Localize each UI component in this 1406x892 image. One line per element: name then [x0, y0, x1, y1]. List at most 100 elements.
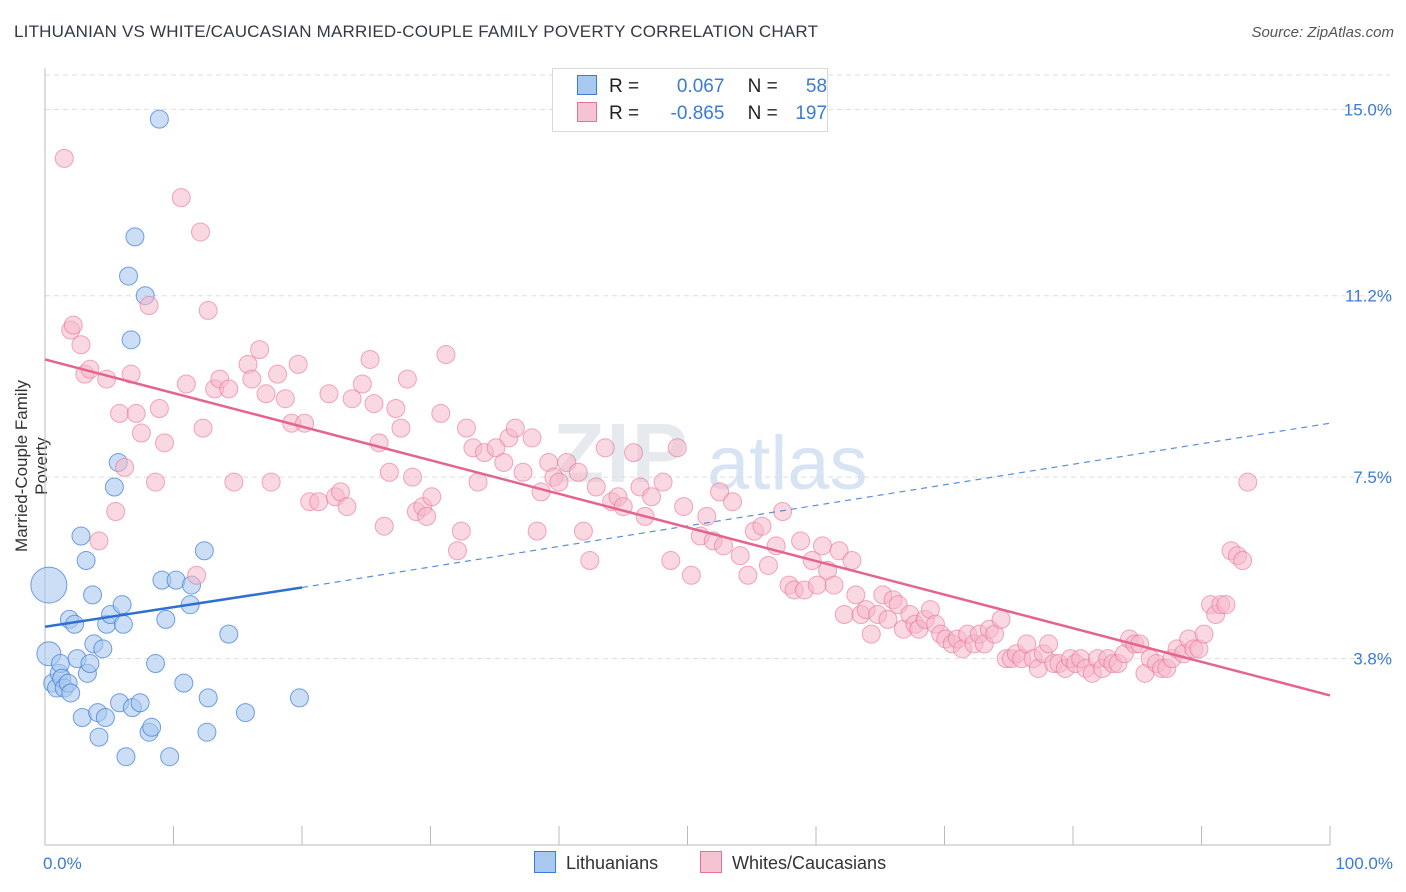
- series-whites-caucasians: [54, 148, 1258, 683]
- data-point-whites: [1194, 624, 1214, 644]
- data-point-whites: [624, 443, 644, 463]
- legend-row-whites: R = -0.865 N = 197: [577, 102, 827, 124]
- data-point-whites: [275, 389, 295, 409]
- data-point-lithuanians: [76, 551, 96, 571]
- data-point-whites: [861, 624, 881, 644]
- data-point-whites: [573, 521, 593, 541]
- data-point-lithuanians: [119, 266, 139, 286]
- legend-n-label: N =: [747, 76, 778, 97]
- data-point-lithuanians: [194, 541, 214, 561]
- data-point-whites: [352, 374, 372, 394]
- data-point-whites: [106, 501, 126, 521]
- data-point-whites: [722, 492, 742, 512]
- data-point-whites: [846, 585, 866, 605]
- data-point-whites: [190, 222, 210, 242]
- data-point-whites: [1216, 595, 1236, 615]
- data-point-whites: [681, 565, 701, 585]
- chart-title: LITHUANIAN VS WHITE/CAUCASIAN MARRIED-CO…: [14, 22, 819, 41]
- axes: [44, 68, 1331, 846]
- data-point-whites: [386, 399, 406, 419]
- data-point-whites: [219, 379, 239, 399]
- data-point-whites: [176, 374, 196, 394]
- data-point-whites: [224, 472, 244, 492]
- trend-line-lithuanians: [44, 586, 303, 628]
- data-point-whites: [752, 516, 772, 536]
- data-point-whites: [468, 472, 488, 492]
- data-point-whites: [527, 521, 547, 541]
- data-point-lithuanians: [198, 688, 218, 708]
- legend-label: Lithuanians: [566, 853, 659, 873]
- data-point-whites: [146, 472, 166, 492]
- data-point-whites: [342, 389, 362, 409]
- data-point-whites: [198, 300, 218, 320]
- data-point-lithuanians: [104, 477, 124, 497]
- y-tick-label: 3.8%: [1353, 650, 1392, 669]
- data-point-whites: [379, 462, 399, 482]
- x-tick-label: 0.0%: [43, 854, 82, 873]
- data-point-whites: [131, 423, 151, 443]
- legend-r-label: R =: [609, 103, 640, 124]
- legend-r-value: 0.067: [676, 76, 725, 97]
- data-point-lithuanians: [149, 109, 169, 129]
- data-point-lithuanians: [30, 566, 68, 604]
- bottom-legend-lithuanians: Lithuanians: [534, 851, 658, 874]
- data-point-whites: [337, 497, 357, 517]
- x-tick-label: 100.0%: [1335, 854, 1393, 873]
- data-point-whites: [126, 403, 146, 423]
- data-point-lithuanians: [93, 639, 113, 659]
- legend-n-value: 197: [795, 103, 828, 124]
- data-point-whites: [494, 452, 514, 472]
- data-point-whites: [505, 418, 525, 438]
- data-point-whites: [773, 501, 793, 521]
- data-point-whites: [568, 462, 588, 482]
- data-point-whites: [730, 546, 750, 566]
- data-point-whites: [149, 399, 169, 419]
- data-point-lithuanians: [112, 595, 132, 615]
- data-point-whites: [834, 604, 854, 624]
- data-point-whites: [447, 541, 467, 561]
- data-point-whites: [256, 384, 276, 404]
- bottom-legend-whites: Whites/Caucasians: [700, 851, 886, 874]
- data-point-whites: [319, 384, 339, 404]
- legend-n-value: 58: [805, 76, 828, 97]
- data-point-whites: [595, 438, 615, 458]
- data-point-whites: [397, 369, 417, 389]
- data-point-whites: [288, 354, 308, 374]
- data-point-whites: [89, 531, 109, 551]
- data-point-whites: [115, 457, 135, 477]
- data-point-whites: [451, 521, 471, 541]
- data-point-whites: [1039, 634, 1059, 654]
- source-label: Source: ZipAtlas.com: [1251, 24, 1394, 41]
- data-point-whites: [54, 148, 74, 168]
- data-point-whites: [486, 438, 506, 458]
- legend-swatch-pink: [577, 102, 597, 122]
- data-point-whites: [431, 403, 451, 423]
- data-point-whites: [309, 492, 329, 512]
- data-point-whites: [360, 349, 380, 369]
- data-point-lithuanians: [130, 693, 150, 713]
- data-point-whites: [738, 565, 758, 585]
- data-point-lithuanians: [121, 330, 141, 350]
- watermark-atlas: atlas: [707, 421, 868, 506]
- data-point-whites: [991, 609, 1011, 629]
- trend-line-lithuanians-extension: [301, 422, 1331, 589]
- y-tick-label: 7.5%: [1353, 468, 1392, 487]
- data-point-lithuanians: [80, 654, 100, 674]
- data-point-lithuanians: [197, 722, 217, 742]
- data-point-lithuanians: [219, 624, 239, 644]
- data-point-whites: [456, 418, 476, 438]
- data-point-whites: [193, 418, 213, 438]
- data-point-whites: [829, 541, 849, 561]
- data-point-whites: [791, 531, 811, 551]
- data-point-whites: [391, 418, 411, 438]
- data-point-whites: [436, 345, 456, 365]
- data-point-whites: [139, 296, 159, 316]
- legend-r-value: -0.865: [670, 103, 725, 124]
- legend-swatch-blue: [534, 851, 556, 873]
- data-point-whites: [653, 472, 673, 492]
- data-point-whites: [374, 516, 394, 536]
- data-point-whites: [842, 551, 862, 571]
- y-tick-label: 11.2%: [1345, 287, 1392, 306]
- legend-n-label: N =: [747, 103, 778, 124]
